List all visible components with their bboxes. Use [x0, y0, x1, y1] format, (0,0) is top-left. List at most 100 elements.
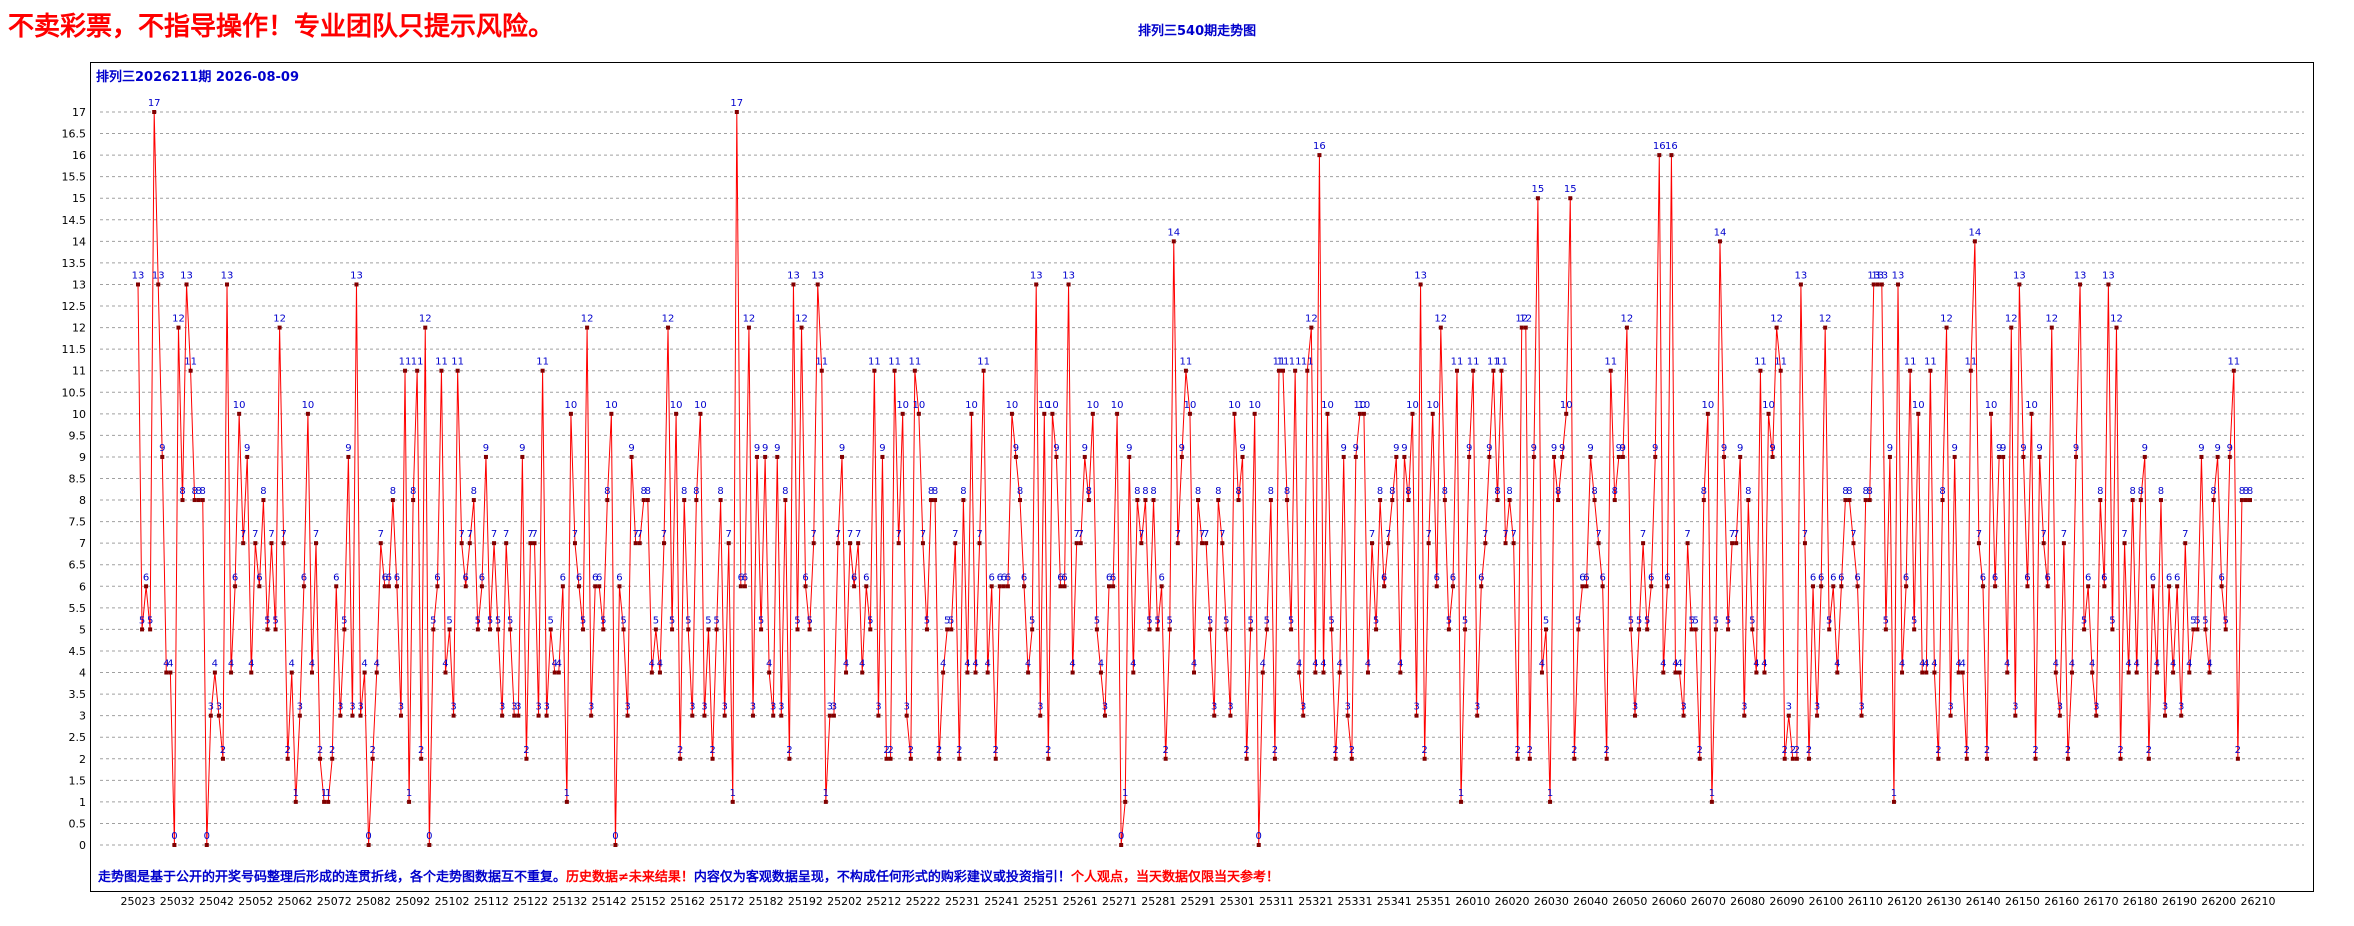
data-label: 13	[350, 270, 363, 281]
y-axis-ticks: 00.511.522.533.544.555.566.577.588.599.5…	[62, 106, 87, 852]
data-point	[1790, 756, 1795, 761]
data-point	[1252, 411, 1257, 416]
data-point	[1074, 541, 1079, 546]
data-label: 7	[920, 529, 926, 540]
x-tick-label: 25023	[121, 895, 156, 908]
data-point	[293, 799, 298, 804]
data-label: 5	[1462, 615, 1468, 626]
data-point	[1200, 541, 1205, 546]
data-label: 10	[1321, 400, 1334, 411]
data-label: 4	[843, 659, 849, 670]
data-point	[2102, 584, 2107, 589]
data-label: 8	[410, 486, 416, 497]
data-point	[338, 713, 343, 718]
data-label: 7	[572, 529, 578, 540]
data-label: 4	[1191, 659, 1197, 670]
data-point	[1187, 411, 1192, 416]
y-tick-label: 4.5	[69, 645, 87, 658]
data-label: 9	[345, 443, 351, 454]
data-label: 9	[1013, 443, 1019, 454]
data-label: 4	[940, 659, 946, 670]
x-tick-label: 26120	[1887, 895, 1922, 908]
data-point	[552, 670, 557, 675]
data-point	[1058, 584, 1063, 589]
data-point	[1515, 756, 1520, 761]
data-label: 11	[399, 357, 412, 368]
data-point	[362, 670, 367, 675]
data-point	[273, 627, 278, 632]
data-point	[1908, 368, 1913, 373]
data-point	[241, 541, 246, 546]
data-label: 5	[867, 615, 873, 626]
data-point	[1616, 454, 1621, 459]
data-point	[269, 541, 274, 546]
data-point	[1487, 454, 1492, 459]
data-label: 5	[758, 615, 764, 626]
data-point	[528, 541, 533, 546]
data-label: 12	[743, 314, 756, 325]
data-label: 9	[519, 443, 525, 454]
x-tick-label: 25261	[1063, 895, 1098, 908]
y-tick-label: 17	[72, 106, 86, 119]
data-label: 6	[738, 572, 744, 583]
data-label: 3	[1345, 702, 1351, 713]
x-tick-label: 26180	[2123, 895, 2158, 908]
data-label: 8	[1405, 486, 1411, 497]
data-point	[1511, 541, 1516, 546]
data-label: 2	[285, 745, 291, 756]
data-point	[1875, 282, 1880, 287]
data-label: 10	[1358, 400, 1371, 411]
data-point	[961, 498, 966, 503]
data-point	[2187, 670, 2192, 675]
data-point	[160, 454, 165, 459]
data-label: 3	[1741, 702, 1747, 713]
data-label: 6	[143, 572, 149, 583]
data-label: 10	[1038, 400, 1051, 411]
data-point	[2227, 454, 2232, 459]
data-label: 3	[1680, 702, 1686, 713]
data-label: 13	[811, 270, 824, 281]
x-tick-label: 26070	[1691, 895, 1726, 908]
x-tick-label: 25202	[827, 895, 862, 908]
data-point	[1309, 325, 1314, 330]
data-point	[1855, 584, 1860, 589]
data-point	[1802, 541, 1807, 546]
data-point	[1928, 368, 1933, 373]
data-label: 1	[823, 788, 829, 799]
data-point	[1628, 627, 1633, 632]
data-label: 5	[1826, 615, 1832, 626]
data-point	[844, 670, 849, 675]
x-tick-label: 25281	[1141, 895, 1176, 908]
data-label: 6	[1838, 572, 1844, 583]
data-label: 3	[1211, 702, 1217, 713]
data-label: 11	[184, 357, 197, 368]
data-label: 7	[1502, 529, 1508, 540]
data-point	[1568, 196, 1573, 201]
data-point	[1689, 627, 1694, 632]
data-point	[1361, 411, 1366, 416]
data-label: 11	[1904, 357, 1917, 368]
data-point	[848, 541, 853, 546]
x-tick-label: 26020	[1495, 895, 1530, 908]
data-label: 4	[361, 659, 367, 670]
data-label: 8	[645, 486, 651, 497]
data-point	[2126, 670, 2131, 675]
data-point	[815, 282, 820, 287]
data-label: 9	[2227, 443, 2233, 454]
data-point	[1285, 498, 1290, 503]
data-point	[969, 411, 974, 416]
data-point	[1297, 670, 1302, 675]
data-point	[1289, 627, 1294, 632]
data-label: 9	[1239, 443, 1245, 454]
x-tick-label: 25321	[1298, 895, 1333, 908]
data-point	[1022, 584, 1027, 589]
data-point	[1827, 627, 1832, 632]
data-point	[488, 627, 492, 632]
data-point	[1491, 368, 1496, 373]
data-label: 6	[1818, 572, 1824, 583]
data-point	[613, 843, 618, 847]
data-label: 5	[1725, 615, 1731, 626]
data-label: 2	[1571, 745, 1577, 756]
data-point	[1196, 498, 1201, 503]
data-point	[208, 713, 213, 718]
